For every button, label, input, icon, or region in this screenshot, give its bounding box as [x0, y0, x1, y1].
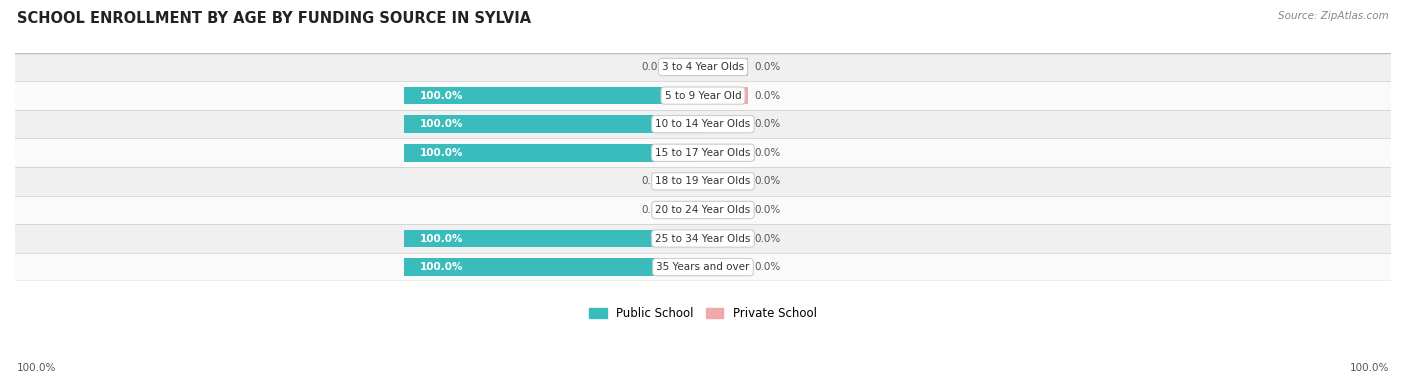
Text: 5 to 9 Year Old: 5 to 9 Year Old [665, 90, 741, 101]
Bar [675, 201, 703, 219]
Text: 0.0%: 0.0% [754, 233, 780, 244]
Bar [675, 58, 703, 76]
Text: 18 to 19 Year Olds: 18 to 19 Year Olds [655, 176, 751, 186]
Text: 100.0%: 100.0% [419, 119, 463, 129]
Text: 25 to 34 Year Olds: 25 to 34 Year Olds [655, 233, 751, 244]
Bar [703, 87, 748, 104]
Bar [703, 258, 748, 276]
Bar [15, 81, 1391, 110]
Text: 0.0%: 0.0% [641, 62, 668, 72]
Text: 100.0%: 100.0% [419, 233, 463, 244]
Text: 0.0%: 0.0% [754, 205, 780, 215]
Text: 0.0%: 0.0% [641, 176, 668, 186]
Bar [404, 115, 703, 133]
Bar [15, 224, 1391, 253]
Bar [15, 110, 1391, 138]
Text: 0.0%: 0.0% [754, 262, 780, 272]
Bar [404, 144, 703, 162]
Text: 0.0%: 0.0% [754, 176, 780, 186]
Text: SCHOOL ENROLLMENT BY AGE BY FUNDING SOURCE IN SYLVIA: SCHOOL ENROLLMENT BY AGE BY FUNDING SOUR… [17, 11, 531, 26]
Text: 100.0%: 100.0% [419, 90, 463, 101]
Bar [703, 173, 748, 190]
Text: 10 to 14 Year Olds: 10 to 14 Year Olds [655, 119, 751, 129]
Text: Source: ZipAtlas.com: Source: ZipAtlas.com [1278, 11, 1389, 21]
Text: 15 to 17 Year Olds: 15 to 17 Year Olds [655, 148, 751, 158]
Text: 3 to 4 Year Olds: 3 to 4 Year Olds [662, 62, 744, 72]
Text: 100.0%: 100.0% [1350, 363, 1389, 373]
Bar [703, 144, 748, 162]
Text: 100.0%: 100.0% [17, 363, 56, 373]
Text: 0.0%: 0.0% [754, 62, 780, 72]
Bar [15, 138, 1391, 167]
Bar [404, 87, 703, 104]
Text: 100.0%: 100.0% [419, 148, 463, 158]
Bar [15, 196, 1391, 224]
Text: 0.0%: 0.0% [754, 119, 780, 129]
Text: 20 to 24 Year Olds: 20 to 24 Year Olds [655, 205, 751, 215]
Bar [675, 173, 703, 190]
Bar [703, 58, 748, 76]
Text: 0.0%: 0.0% [754, 148, 780, 158]
Bar [703, 115, 748, 133]
Bar [404, 258, 703, 276]
Bar [404, 230, 703, 247]
Text: 35 Years and over: 35 Years and over [657, 262, 749, 272]
Bar [703, 201, 748, 219]
Text: 0.0%: 0.0% [754, 90, 780, 101]
Bar [15, 253, 1391, 281]
Bar [15, 53, 1391, 81]
Bar [15, 167, 1391, 196]
Text: 100.0%: 100.0% [419, 262, 463, 272]
Text: 0.0%: 0.0% [641, 205, 668, 215]
Legend: Public School, Private School: Public School, Private School [583, 301, 823, 326]
Bar [703, 230, 748, 247]
